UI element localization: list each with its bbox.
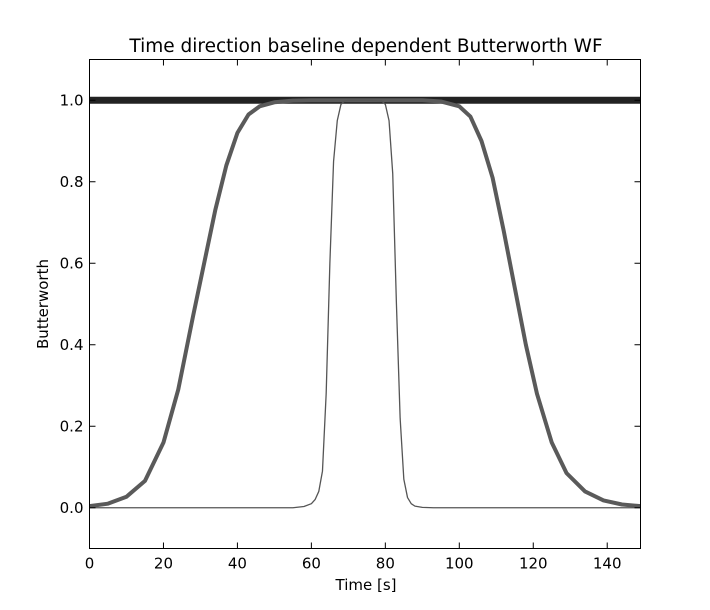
x-tick-label: 120 — [519, 555, 548, 573]
x-axis-label: Time [s] — [335, 576, 397, 594]
x-tick-label: 20 — [154, 555, 173, 573]
series-line-medium-gray — [89, 98, 641, 509]
x-tick-label: 60 — [302, 555, 321, 573]
y-axis-label: Butterworth — [34, 259, 52, 349]
y-tick-label: 0.4 — [60, 336, 84, 354]
plot-frame — [89, 59, 641, 549]
tick-layer: 0 20 40 60 80 100 120 140 0.0 0.2 0.4 0.6 0.8 1.0 — [60, 59, 641, 573]
y-tick-label: 0.6 — [60, 254, 84, 272]
x-tick-label: 0 — [85, 555, 95, 573]
series-layer — [89, 96, 641, 509]
x-tick-label: 140 — [593, 555, 622, 573]
y-tick-label: 0.2 — [60, 417, 84, 435]
series-line-thin-gray — [89, 99, 641, 509]
chart-title: Time direction baseline dependent Butter… — [128, 36, 602, 57]
y-tick-label: 0.0 — [60, 499, 84, 517]
y-tick-label: 1.0 — [60, 91, 84, 109]
y-tick-label: 0.8 — [60, 173, 84, 191]
x-tick-label: 100 — [445, 555, 474, 573]
plot-area: 0 20 40 60 80 100 120 140 0.0 0.2 0.4 0.6 0.8 1.0 — [60, 59, 641, 573]
x-tick-label: 80 — [376, 555, 395, 573]
x-tick-label: 40 — [228, 555, 247, 573]
